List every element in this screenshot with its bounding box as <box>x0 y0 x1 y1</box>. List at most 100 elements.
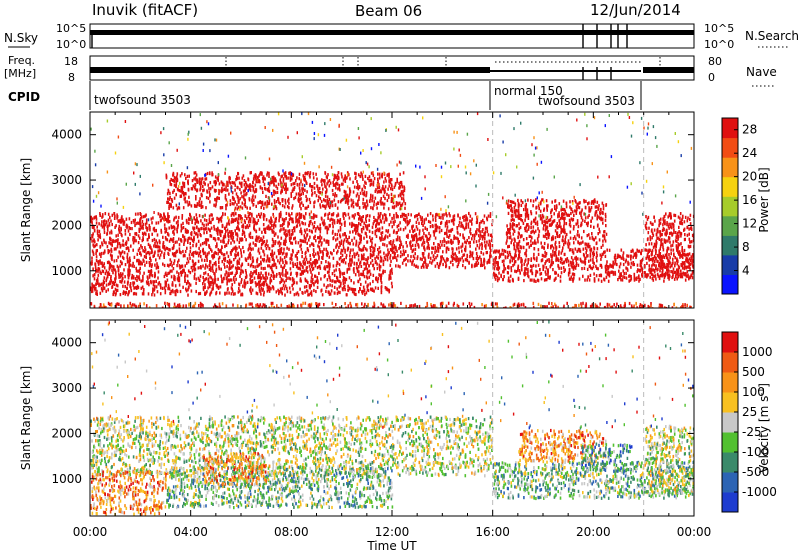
power-colorbar-tick: 16 <box>742 193 757 207</box>
power-band <box>90 211 495 270</box>
power-colorbar-swatch <box>722 196 738 217</box>
power-colorbar-swatch <box>722 137 738 158</box>
freq-band-3 <box>643 67 694 73</box>
power-sparse-points <box>90 112 693 223</box>
x-tick-label: 04:00 <box>173 525 208 539</box>
velocity-band <box>203 451 268 487</box>
velocity-colorbar-label-main: Velocity [m s <box>757 396 771 473</box>
velocity-colorbar-tick: -100 <box>742 445 769 459</box>
x-tick-label: 20:00 <box>576 525 611 539</box>
power-colorbar-swatch <box>722 235 738 256</box>
velocity-colorbar-swatch <box>722 332 738 353</box>
power-band <box>505 198 608 252</box>
power-axes: 1000 2000 3000 4000 <box>51 112 695 308</box>
velocity-colorbar-swatch <box>722 432 738 453</box>
power-ytick-label: 4000 <box>51 128 82 142</box>
cpid-label: CPID <box>8 90 40 104</box>
velocity-colorbar-label-close: ] <box>757 383 771 388</box>
power-band <box>90 301 694 308</box>
power-colorbar-swatch <box>722 157 738 178</box>
power-band <box>90 266 393 297</box>
velocity-band <box>643 424 694 496</box>
velocity-colorbar-swatch <box>722 372 738 393</box>
nave-tick-bottom: 0 <box>708 71 715 84</box>
power-colorbar-tick: 24 <box>742 146 757 160</box>
x-tick-label: 00:00 <box>677 525 712 539</box>
x-tick-label: 08:00 <box>274 525 309 539</box>
freq-label: Freq. <box>8 54 35 67</box>
x-axis-label: Time UT <box>366 539 417 553</box>
power-colorbar-tick: 12 <box>742 217 757 231</box>
power-ytick-label: 1000 <box>51 264 82 278</box>
nsky-tick-bottom-right: 10^0 <box>704 38 734 51</box>
power-colorbar-swatch <box>722 254 738 275</box>
nsky-tick-top-left: 10^5 <box>56 22 86 35</box>
power-colorbar-swatch <box>722 215 738 236</box>
power-colorbar-label: Power [dB] <box>757 167 771 232</box>
station-title: Inuvik (fitACF) <box>92 1 198 19</box>
nave-label: Nave <box>746 65 777 79</box>
velocity-colorbar-tick: -500 <box>742 465 769 479</box>
velocity-ylabel: Slant Range [km] <box>19 366 33 470</box>
nsky-tick-bottom-left: 10^0 <box>56 38 86 51</box>
nsky-label: N.Sky <box>4 31 38 45</box>
nsky-tick-top-right: 10^5 <box>704 22 734 35</box>
nave-tick-top: 80 <box>708 55 722 68</box>
power-colorbar-swatch <box>722 274 738 295</box>
x-tick-label: 00:00 <box>73 525 108 539</box>
power-ytick-label: 2000 <box>51 218 82 232</box>
freq-tick-top: 18 <box>64 55 78 68</box>
velocity-colorbar-swatch <box>722 352 738 373</box>
velocity-band <box>90 469 167 516</box>
power-colorbar-tick: 20 <box>742 170 757 184</box>
velocity-band <box>518 428 607 464</box>
power-colorbar-tick: 28 <box>742 123 757 137</box>
power-colorbar-tick: 4 <box>742 264 750 278</box>
velocity-colorbar-tick: -1000 <box>742 485 777 499</box>
velocity-colorbar: 1000 500 100 25 -25 -100 -500 -1000 <box>721 331 777 513</box>
velocity-ytick-label: 1000 <box>51 472 82 486</box>
velocity-band <box>580 442 633 473</box>
velocity-sparse-points <box>91 320 694 431</box>
velocity-colorbar-swatch <box>722 492 738 513</box>
velocity-colorbar-label-sup: -1 <box>757 388 766 396</box>
nsky-trace <box>90 24 694 48</box>
power-colorbar-swatch <box>722 118 738 139</box>
velocity-colorbar-tick: -25 <box>742 425 762 439</box>
power-ytick-label: 3000 <box>51 173 82 187</box>
freq-tick-bottom: 8 <box>68 71 75 84</box>
x-tick-label: 16:00 <box>475 525 510 539</box>
nsky-band <box>90 30 694 35</box>
power-heatmap <box>90 112 694 308</box>
nsearch-label: N.Search <box>745 29 799 43</box>
velocity-ytick-label: 4000 <box>51 336 82 350</box>
power-colorbar-tick: 8 <box>742 240 750 254</box>
freq-unit: [MHz] <box>4 67 36 80</box>
power-band <box>165 171 407 211</box>
nsky-panel <box>89 23 695 49</box>
velocity-colorbar-tick: 100 <box>742 385 765 399</box>
power-ylabel: Slant Range [km] <box>19 158 33 262</box>
power-colorbar-swatch <box>722 176 738 197</box>
velocity-colorbar-tick: 500 <box>742 365 765 379</box>
power-colorbar: 4 8 12 16 20 24 28 <box>721 117 757 295</box>
velocity-colorbar-tick: 1000 <box>742 345 773 359</box>
x-tick-label: 12:00 <box>375 525 410 539</box>
cpid-segment-2: normal 150 <box>494 84 563 98</box>
x-axis-ticks: 00:00 04:00 08:00 12:00 16:00 20:00 00:00 <box>73 525 712 539</box>
velocity-axes: 1000 2000 3000 4000 <box>51 320 695 516</box>
velocity-ytick-label: 3000 <box>51 381 82 395</box>
beam-title: Beam 06 <box>355 2 422 20</box>
velocity-colorbar-label: Velocity [m s-1] <box>757 383 771 473</box>
cpid-segment-3: twofsound 3503 <box>538 94 635 108</box>
freq-band-1 <box>90 67 490 73</box>
velocity-colorbar-tick: 25 <box>742 405 757 419</box>
velocity-colorbar-swatch <box>722 452 738 473</box>
freq-band-2 <box>490 70 641 72</box>
velocity-band <box>165 465 394 510</box>
freq-trace <box>90 57 694 80</box>
velocity-ytick-label: 2000 <box>51 426 82 440</box>
cpid-segment-1: twofsound 3503 <box>94 93 191 107</box>
velocity-colorbar-swatch <box>722 392 738 413</box>
